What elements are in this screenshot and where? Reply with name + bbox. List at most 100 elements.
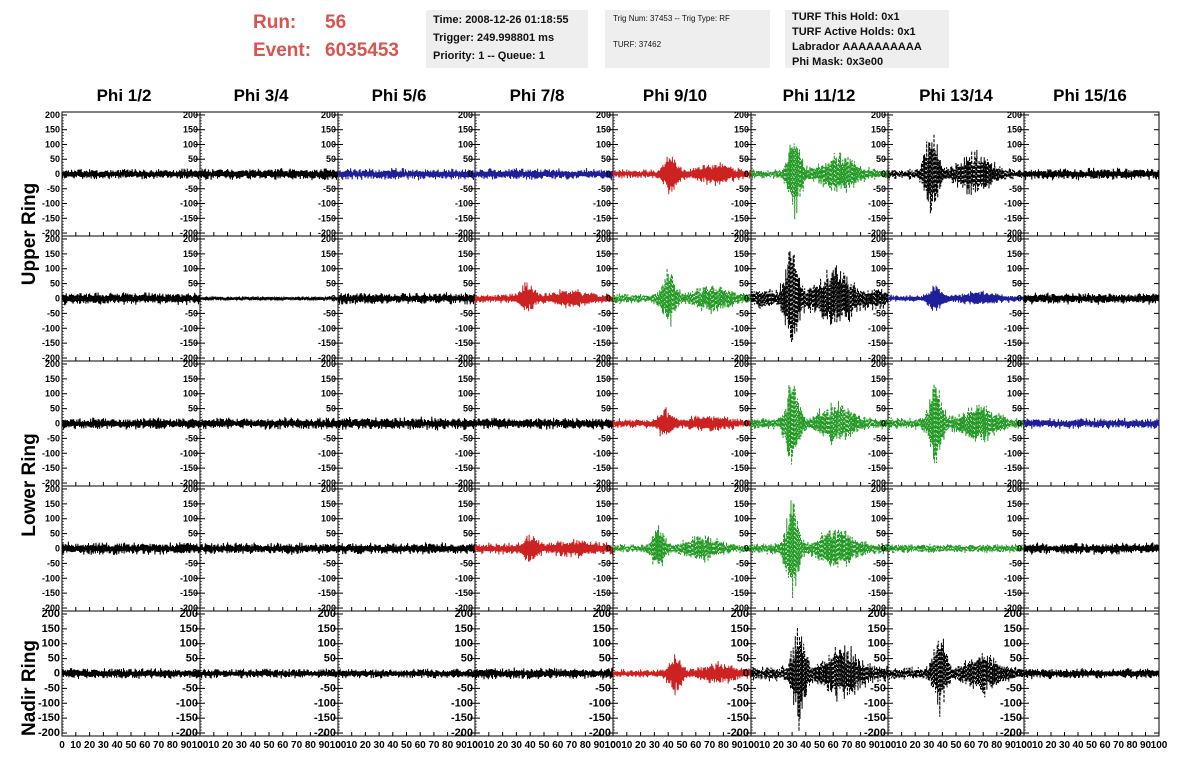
x-tick-label: 90 <box>456 740 468 751</box>
waveform-trace <box>1023 292 1160 305</box>
waveform-trace <box>750 251 889 343</box>
x-tick-label: 50 <box>263 740 275 751</box>
x-tick-label: 30 <box>511 740 523 751</box>
y-tick-label: 200 <box>45 484 60 494</box>
x-tick-label: 10 <box>483 740 495 751</box>
waveform-trace <box>750 143 889 220</box>
y-tick-label: -150 <box>1004 338 1022 348</box>
y-tick-label: -100 <box>176 697 198 709</box>
y-tick-label: 200 <box>458 234 473 244</box>
y-tick-label: 0 <box>881 169 886 179</box>
y-tick-label: 150 <box>1007 374 1022 384</box>
y-tick-label: 50 <box>461 653 473 665</box>
y-tick-label: 0 <box>54 668 60 680</box>
y-tick-label: -50 <box>47 433 60 443</box>
y-tick-label: 200 <box>734 359 749 369</box>
y-tick-label: 100 <box>458 514 473 524</box>
column-header-phi-15-16: Phi 15/16 <box>1053 86 1127 105</box>
y-tick-label: 50 <box>601 154 611 164</box>
y-tick-label: 150 <box>596 499 611 509</box>
y-tick-label: 100 <box>596 514 611 524</box>
waveform-panel: 200 150 100 50 0 -50 -100 -150 -200 <box>593 359 752 488</box>
y-tick-label: 0 <box>1017 419 1022 429</box>
x-tick-label: 60 <box>964 740 976 751</box>
y-tick-label: -200 <box>731 228 749 238</box>
y-tick-label: -150 <box>731 338 749 348</box>
y-tick-label: -50 <box>323 558 336 568</box>
y-tick-label: -100 <box>593 199 611 209</box>
x-tick-label: 100 <box>330 740 347 751</box>
y-tick-label: 100 <box>1007 264 1022 274</box>
x-tick-label: 100 <box>605 740 622 751</box>
x-tick-label: 70 <box>978 740 990 751</box>
x-tick-label: 0 <box>610 740 616 751</box>
x-tick-label: 90 <box>869 740 881 751</box>
y-tick-label: -100 <box>727 697 749 709</box>
y-tick-label: -150 <box>868 213 886 223</box>
y-tick-label: -50 <box>870 682 886 694</box>
x-tick-label: 0 <box>748 740 754 751</box>
y-tick-label: -100 <box>1000 697 1022 709</box>
y-tick-label: 100 <box>183 264 198 274</box>
run-value: 56 <box>325 12 347 33</box>
y-tick-label: -100 <box>1004 199 1022 209</box>
x-tick-label: 100 <box>192 740 209 751</box>
waveform-trace <box>61 541 201 555</box>
event-value: 6035453 <box>325 40 399 61</box>
y-tick-label: 100 <box>596 389 611 399</box>
waveform-trace <box>612 654 752 696</box>
y-tick-label: 150 <box>458 249 473 259</box>
y-tick-label: -150 <box>42 213 60 223</box>
y-tick-label: 0 <box>743 668 749 680</box>
y-tick-label: -50 <box>457 682 473 694</box>
y-tick-label: -100 <box>593 448 611 458</box>
y-tick-label: 200 <box>45 359 60 369</box>
x-tick-label: 30 <box>649 740 661 751</box>
y-tick-label: -150 <box>180 588 198 598</box>
y-tick-label: 200 <box>1007 110 1022 120</box>
waveform-trace <box>61 292 201 306</box>
y-tick-label: -100 <box>42 448 60 458</box>
turf-active-text: TURF Active Holds: 0x1 <box>792 26 916 38</box>
y-tick-label: -150 <box>731 588 749 598</box>
x-tick-label: 20 <box>635 740 647 751</box>
x-tick-label: 30 <box>236 740 248 751</box>
y-tick-label: 100 <box>321 264 336 274</box>
y-tick-label: 150 <box>871 125 886 135</box>
y-tick-label: 100 <box>871 514 886 524</box>
y-tick-label: -200 <box>42 228 60 238</box>
y-tick-label: -50 <box>598 184 611 194</box>
x-tick-label: 60 <box>828 740 840 751</box>
x-tick-label: 10 <box>70 740 82 751</box>
column-header-phi-9-10: Phi 9/10 <box>642 86 708 105</box>
x-tick-label: 90 <box>732 740 744 751</box>
y-tick-label: 150 <box>180 623 198 635</box>
y-tick-label: -200 <box>868 603 886 613</box>
x-tick-label: 70 <box>566 740 578 751</box>
y-tick-label: -50 <box>460 308 473 318</box>
y-tick-label: -150 <box>176 712 198 724</box>
y-tick-label: 200 <box>871 484 886 494</box>
y-tick-label: -150 <box>318 588 336 598</box>
y-tick-label: -200 <box>731 603 749 613</box>
y-tick-label: -100 <box>868 199 886 209</box>
waveform-trace <box>61 668 201 679</box>
x-tick-label: 40 <box>387 740 399 751</box>
y-tick-label: 100 <box>45 389 60 399</box>
x-tick-label: 80 <box>442 740 454 751</box>
y-tick-label: -50 <box>598 308 611 318</box>
x-tick-label: 100 <box>1151 740 1168 751</box>
y-tick-label: -50 <box>460 184 473 194</box>
y-tick-label: 100 <box>734 264 749 274</box>
y-tick-label: -100 <box>318 199 336 209</box>
y-tick-label: 200 <box>321 359 336 369</box>
y-tick-label: 150 <box>458 125 473 135</box>
y-tick-label: -100 <box>731 323 749 333</box>
y-tick-label: 100 <box>321 514 336 524</box>
y-tick-label: 0 <box>1016 668 1022 680</box>
turf-info-panel: TURF This Hold: 0x1 TURF Active Holds: 0… <box>785 10 949 68</box>
y-tick-label: -150 <box>42 463 60 473</box>
y-tick-label: -100 <box>451 697 473 709</box>
y-tick-label: -100 <box>318 448 336 458</box>
